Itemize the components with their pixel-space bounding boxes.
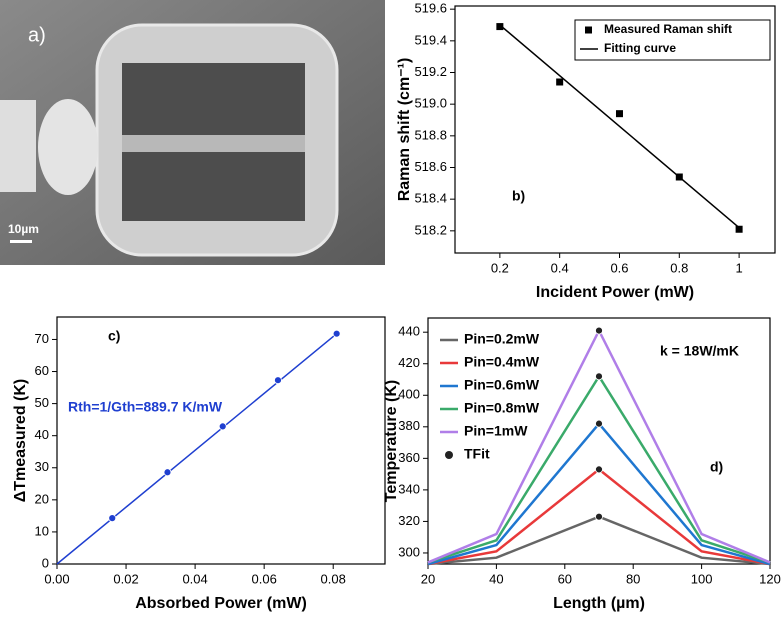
- x-tick-label: 1: [735, 260, 742, 275]
- data-point: [595, 512, 603, 521]
- data-point: [218, 422, 227, 431]
- data-point: [496, 23, 504, 31]
- legend-label: TFit: [464, 446, 490, 462]
- plot-frame: [454, 5, 776, 254]
- scale-bar-label: 10µm: [8, 222, 39, 236]
- x-axis-label: Incident Power (mW): [536, 284, 694, 301]
- y-tick-label: 400: [398, 387, 420, 402]
- data-point: [556, 78, 564, 86]
- y-tick-label: 320: [398, 513, 420, 528]
- y-tick-label: 380: [398, 418, 420, 433]
- x-axis-label: Absorbed Power (mW): [135, 595, 307, 612]
- y-axis-label: Raman shift (cm⁻¹): [396, 58, 413, 202]
- legend-swatch: [445, 451, 453, 459]
- x-tick-label: 80: [626, 571, 640, 586]
- x-tick-label: 0.02: [113, 571, 138, 586]
- x-tick-label: 0.6: [610, 260, 628, 275]
- x-tick-label: 0.08: [321, 571, 346, 586]
- y-tick-label: 440: [398, 324, 420, 339]
- legend-label: Measured Raman shift: [604, 22, 732, 36]
- x-tick-label: 0.00: [44, 571, 69, 586]
- x-tick-label: 0.4: [551, 260, 569, 275]
- legend-label: Pin=0.8mW: [464, 400, 540, 416]
- y-tick-label: 519.4: [414, 32, 447, 47]
- y-tick-label: 20: [35, 491, 49, 506]
- y-tick-label: 10: [35, 523, 49, 538]
- y-tick-label: 518.6: [414, 159, 447, 174]
- y-tick-label: 518.2: [414, 222, 447, 237]
- annotation: b): [512, 188, 525, 204]
- y-tick-label: 340: [398, 481, 420, 496]
- data-point: [332, 329, 341, 338]
- data-point: [735, 225, 743, 233]
- y-axis-label: Temperature (K): [383, 380, 400, 502]
- x-tick-label: 60: [558, 571, 572, 586]
- plot-frame: [427, 317, 771, 565]
- legend-box: [574, 19, 771, 61]
- data-point: [595, 326, 603, 335]
- legend-label: Pin=0.6mW: [464, 377, 540, 393]
- y-tick-label: 360: [398, 450, 420, 465]
- panel-label: a): [28, 24, 46, 46]
- y-tick-label: 50: [35, 395, 49, 410]
- data-point: [108, 514, 117, 523]
- annotation: c): [108, 328, 120, 344]
- y-tick-label: 60: [35, 363, 49, 378]
- y-tick-label: 30: [35, 459, 49, 474]
- legend-label: Fitting curve: [604, 41, 676, 55]
- y-tick-label: 420: [398, 355, 420, 370]
- y-tick-label: 519.0: [414, 96, 447, 111]
- annotation: d): [710, 459, 723, 475]
- x-tick-label: 0.2: [491, 260, 509, 275]
- legend-label: Pin=0.4mW: [464, 354, 540, 370]
- data-point: [595, 419, 603, 428]
- x-tick-label: 0.06: [252, 571, 277, 586]
- annotation: Rth=1/Gth=889.7 K/mW: [68, 399, 223, 415]
- legend-swatch: [585, 26, 592, 34]
- data-point: [615, 110, 623, 118]
- y-tick-label: 0: [42, 555, 49, 570]
- x-tick-label: 100: [691, 571, 713, 586]
- y-axis-label: ΔTmeasured (K): [12, 379, 29, 503]
- data-point: [675, 173, 683, 181]
- sem-image: a) 10µm: [0, 0, 385, 265]
- annotation: k = 18W/mK: [660, 343, 739, 359]
- y-tick-label: 300: [398, 544, 420, 559]
- y-tick-label: 518.4: [414, 191, 447, 206]
- x-tick-label: 120: [759, 571, 781, 586]
- x-tick-label: 20: [421, 571, 435, 586]
- plot-frame: [56, 316, 386, 565]
- x-tick-label: 0.04: [182, 571, 207, 586]
- x-tick-label: 40: [489, 571, 503, 586]
- data-point: [595, 465, 603, 474]
- x-tick-label: 0.8: [670, 260, 688, 275]
- series-line: [499, 24, 740, 229]
- data-point: [595, 372, 603, 381]
- data-point: [163, 468, 172, 477]
- series-line: [427, 421, 771, 566]
- y-tick-label: 518.8: [414, 127, 447, 142]
- y-tick-label: 70: [35, 331, 49, 346]
- x-axis-label: Length (µm): [553, 595, 645, 612]
- y-tick-label: 40: [35, 427, 49, 442]
- data-point: [274, 376, 282, 385]
- series-line: [56, 333, 338, 565]
- legend-label: Pin=0.2mW: [464, 331, 540, 347]
- y-tick-label: 519.6: [414, 1, 447, 16]
- y-tick-label: 519.2: [414, 64, 447, 79]
- legend-label: Pin=1mW: [464, 423, 528, 439]
